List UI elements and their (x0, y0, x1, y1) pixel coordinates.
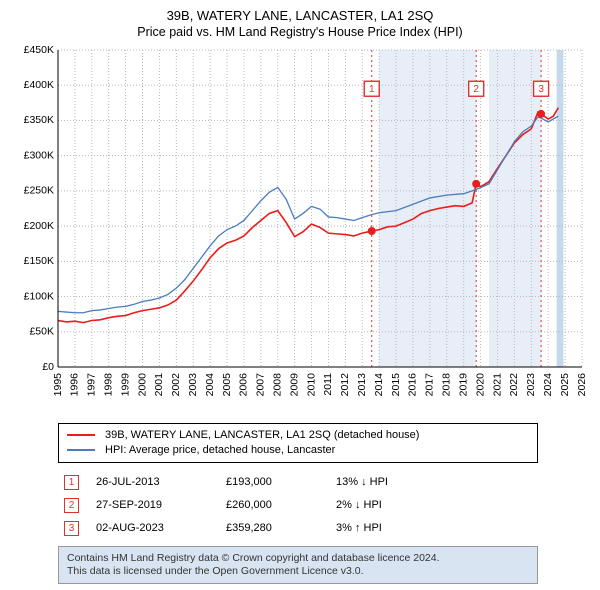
event-dot (537, 110, 545, 118)
event-date: 27-SEP-2019 (90, 494, 220, 517)
x-tick-label: 2001 (153, 373, 165, 397)
footer-line: Contains HM Land Registry data © Crown c… (67, 552, 529, 565)
page-subtitle: Price paid vs. HM Land Registry's House … (12, 25, 588, 39)
y-tick-label: £250K (24, 185, 54, 197)
x-tick-label: 2007 (255, 373, 267, 397)
event-marker-box: 1 (64, 475, 79, 490)
x-tick-label: 2003 (187, 373, 199, 397)
x-tick-label: 1995 (52, 373, 64, 397)
events-table: 1 26-JUL-2013£193,00013% ↓ HPI 2 27-SEP-201… (58, 471, 538, 540)
y-tick-label: £0 (42, 361, 54, 373)
x-tick-label: 2016 (407, 373, 419, 397)
event-row: 2 27-SEP-2019£260,0002% ↓ HPI (58, 494, 538, 517)
x-tick-label: 1997 (86, 373, 98, 397)
legend-swatch (67, 449, 95, 451)
event-price: £359,280 (220, 517, 330, 540)
y-tick-label: £100K (24, 290, 54, 302)
legend-item-property: 39B, WATERY LANE, LANCASTER, LA1 2SQ (de… (67, 428, 529, 443)
event-delta: 3% ↑ HPI (330, 517, 538, 540)
x-tick-label: 2006 (238, 373, 250, 397)
event-row: 3 02-AUG-2023£359,2803% ↑ HPI (58, 517, 538, 540)
event-price: £260,000 (220, 494, 330, 517)
attribution-footer: Contains HM Land Registry data © Crown c… (58, 546, 538, 584)
x-tick-label: 1996 (69, 373, 81, 397)
y-tick-label: £200K (24, 220, 54, 232)
y-tick-label: £150K (24, 255, 54, 267)
x-tick-label: 2017 (424, 373, 436, 397)
legend-label: 39B, WATERY LANE, LANCASTER, LA1 2SQ (de… (105, 428, 419, 443)
event-date: 26-JUL-2013 (90, 471, 220, 494)
x-tick-label: 2019 (457, 373, 469, 397)
y-tick-label: £300K (24, 149, 54, 161)
event-marker-text: 3 (538, 84, 544, 95)
x-tick-label: 2009 (288, 373, 300, 397)
event-date: 02-AUG-2023 (90, 517, 220, 540)
x-tick-label: 1998 (102, 373, 114, 397)
x-tick-label: 2014 (373, 373, 385, 397)
x-tick-label: 2008 (272, 373, 284, 397)
event-marker-text: 1 (369, 84, 375, 95)
x-tick-label: 2023 (525, 373, 537, 397)
event-delta: 2% ↓ HPI (330, 494, 538, 517)
x-tick-label: 2000 (136, 373, 148, 397)
x-tick-label: 2024 (542, 373, 554, 397)
x-tick-label: 2015 (390, 373, 402, 397)
event-row: 1 26-JUL-2013£193,00013% ↓ HPI (58, 471, 538, 494)
y-tick-label: £400K (24, 79, 54, 91)
price-chart: £0 £50K £100K £150K £200K £250K £300K £350K £400… (12, 45, 587, 415)
legend-item-hpi: HPI: Average price, detached house, Lanc… (67, 443, 529, 458)
x-tick-label: 2021 (491, 373, 503, 397)
legend-swatch (67, 434, 95, 436)
x-tick-label: 2005 (221, 373, 233, 397)
page-title: 39B, WATERY LANE, LANCASTER, LA1 2SQ (12, 8, 588, 23)
event-marker-box: 3 (64, 521, 79, 536)
x-tick-label: 2025 (559, 373, 571, 397)
x-tick-label: 2026 (576, 373, 587, 397)
legend-label: HPI: Average price, detached house, Lanc… (105, 443, 335, 458)
y-tick-label: £450K (24, 45, 54, 56)
x-tick-label: 2002 (170, 373, 182, 397)
x-tick-label: 2013 (356, 373, 368, 397)
footer-line: This data is licensed under the Open Gov… (67, 565, 529, 578)
event-marker-text: 2 (473, 84, 479, 95)
x-tick-label: 2012 (339, 373, 351, 397)
event-dot (472, 180, 480, 188)
x-tick-label: 2022 (508, 373, 520, 397)
x-tick-label: 2011 (322, 373, 334, 396)
x-tick-label: 2018 (441, 373, 453, 397)
event-delta: 13% ↓ HPI (330, 471, 538, 494)
event-dot (368, 227, 376, 235)
y-tick-label: £50K (29, 326, 54, 338)
x-tick-label: 2004 (204, 373, 216, 397)
event-marker-box: 2 (64, 498, 79, 513)
y-tick-label: £350K (24, 114, 54, 126)
x-tick-label: 1999 (119, 373, 131, 397)
x-tick-label: 2020 (474, 373, 486, 397)
x-tick-label: 2010 (305, 373, 317, 397)
legend: 39B, WATERY LANE, LANCASTER, LA1 2SQ (de… (58, 423, 538, 463)
event-price: £193,000 (220, 471, 330, 494)
